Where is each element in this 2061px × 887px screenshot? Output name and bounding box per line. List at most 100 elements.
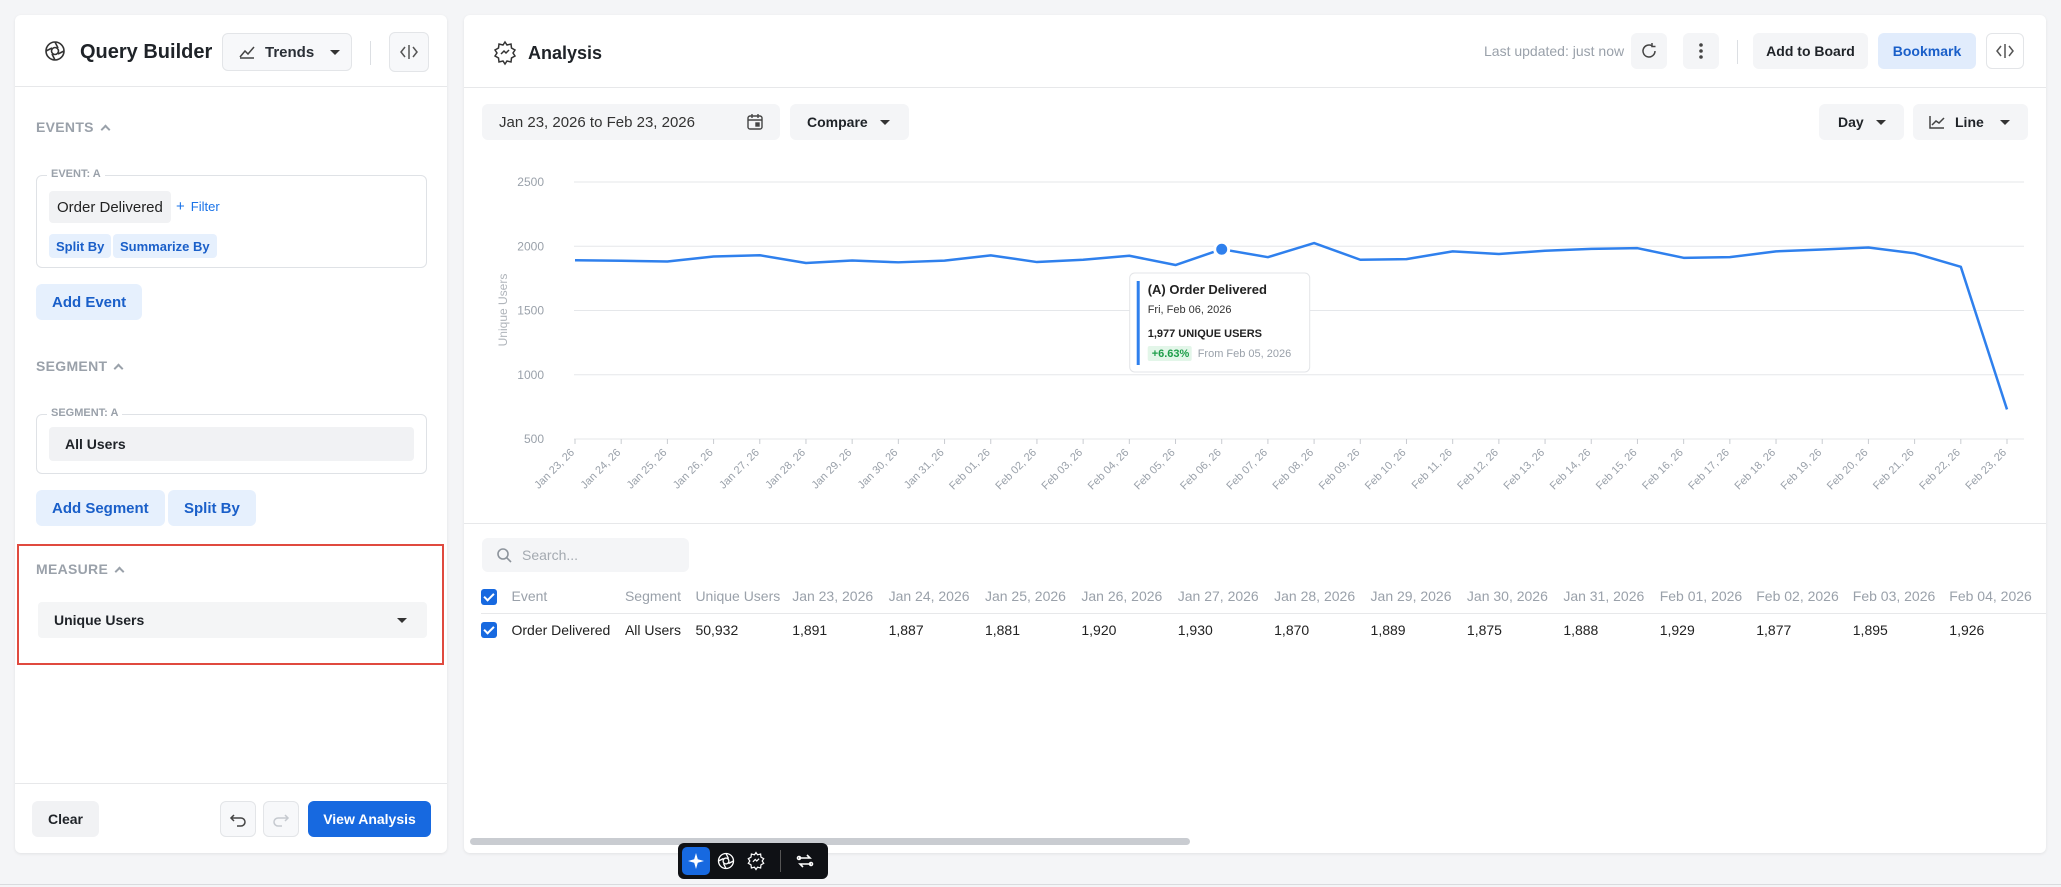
measure-dropdown[interactable]: Unique Users [38, 602, 427, 638]
redo-button[interactable] [263, 801, 299, 837]
data-point[interactable] [1308, 237, 1320, 249]
interval-dropdown[interactable]: Day [1819, 104, 1904, 140]
data-point[interactable] [939, 255, 951, 267]
clear-button[interactable]: Clear [32, 801, 99, 837]
column-header[interactable]: Unique Users [695, 580, 793, 614]
add-segment-button[interactable]: Add Segment [36, 490, 165, 526]
data-point[interactable] [708, 251, 720, 263]
y-axis-label: Unique Users [496, 274, 510, 347]
column-header[interactable]: Feb 04, 2026 [1949, 580, 2046, 614]
summarize-by-chip[interactable]: Summarize By [113, 234, 217, 258]
highlighted-data-point[interactable] [1213, 240, 1231, 258]
data-point[interactable] [1354, 254, 1366, 266]
select-all-checkbox[interactable] [481, 588, 497, 605]
date-range-picker[interactable]: Jan 23, 2026 to Feb 23, 2026 [482, 104, 780, 140]
column-header[interactable]: Jan 28, 2026 [1274, 580, 1371, 614]
event-card-tag: EVENT: A [47, 168, 105, 180]
horizontal-scrollbar[interactable] [470, 838, 1190, 845]
data-point[interactable] [661, 256, 673, 268]
chart-type-dropdown[interactable]: Line [1913, 104, 2028, 140]
row-checkbox[interactable] [481, 622, 497, 639]
tooltip-value: 1,977 UNIQUE USERS [1148, 328, 1262, 340]
data-point[interactable] [1077, 254, 1089, 266]
data-point[interactable] [846, 255, 858, 267]
measure-section-toggle[interactable]: MEASURE [36, 561, 125, 577]
data-point[interactable] [1678, 252, 1690, 264]
collapse-panel-button[interactable] [389, 32, 429, 72]
data-point[interactable] [800, 257, 812, 269]
column-header[interactable]: Event [511, 580, 625, 614]
chevron-up-icon [113, 363, 124, 373]
column-header[interactable]: Feb 03, 2026 [1852, 580, 1950, 614]
event-name-selector[interactable]: Order Delivered [49, 191, 171, 223]
data-point[interactable] [1631, 242, 1643, 254]
data-point[interactable] [1262, 251, 1274, 263]
page-bottom-border [0, 884, 2061, 885]
column-header[interactable]: Feb 02, 2026 [1756, 580, 1853, 614]
add-filter-link[interactable]: + Filter [176, 198, 220, 215]
column-header[interactable]: Jan 31, 2026 [1563, 580, 1660, 614]
segment-selector[interactable]: All Users [49, 427, 414, 461]
data-point[interactable] [1955, 261, 1967, 273]
segment-section-toggle[interactable]: SEGMENT [36, 358, 124, 374]
analysis-tool-button[interactable] [742, 847, 770, 875]
data-point[interactable] [754, 249, 766, 261]
data-point[interactable] [1862, 242, 1874, 254]
table-cell: 1,870 [1274, 621, 1310, 638]
column-header[interactable]: Jan 26, 2026 [1081, 580, 1178, 614]
table-header-row: Event Segment Unique Users Jan 23, 2026 Jan … [481, 580, 2046, 614]
data-point[interactable] [1400, 253, 1412, 265]
refresh-icon [1642, 43, 1656, 58]
data-point[interactable] [985, 249, 997, 261]
column-header[interactable]: Jan 30, 2026 [1466, 580, 1564, 614]
tooltip-title: (A) Order Delivered [1148, 282, 1267, 297]
column-header[interactable]: Segment [624, 580, 696, 614]
refresh-button[interactable] [1631, 33, 1667, 69]
data-point[interactable] [892, 256, 904, 268]
data-point[interactable] [569, 254, 581, 266]
data-point[interactable] [1724, 251, 1736, 263]
add-to-board-button[interactable]: Add to Board [1753, 33, 1868, 69]
undo-button[interactable] [220, 801, 256, 837]
data-point[interactable] [2001, 403, 2013, 415]
ai-assist-button[interactable] [682, 847, 710, 875]
table-search-input[interactable]: Search... [482, 538, 689, 572]
data-point[interactable] [1031, 256, 1043, 268]
x-tick-label: Feb 12, 26 [1455, 447, 1501, 493]
column-header[interactable]: Jan 23, 2026 [792, 580, 889, 614]
data-point[interactable] [1909, 247, 1921, 259]
column-header[interactable]: Jan 27, 2026 [1177, 580, 1275, 614]
swap-layout-button[interactable] [791, 847, 819, 875]
data-point[interactable] [1770, 245, 1782, 257]
events-section-toggle[interactable]: EVENTS [36, 119, 111, 135]
table-cell: 1,875 [1466, 621, 1502, 638]
header-divider [370, 41, 371, 65]
x-tick-label: Feb 02, 26 [993, 447, 1039, 493]
bookmark-button[interactable]: Bookmark [1878, 33, 1976, 69]
data-point[interactable] [1123, 250, 1135, 262]
column-header[interactable]: Feb 01, 2026 [1659, 580, 1757, 614]
column-header[interactable]: Jan 29, 2026 [1370, 580, 1467, 614]
data-point[interactable] [1493, 248, 1505, 260]
trends-dropdown[interactable]: Trends [222, 33, 352, 71]
segment-split-by-button[interactable]: Split By [168, 490, 256, 526]
more-options-button[interactable] [1683, 33, 1719, 69]
data-point[interactable] [1170, 259, 1182, 271]
split-by-chip[interactable]: Split By [49, 234, 112, 258]
query-builder-tool-button[interactable] [712, 847, 740, 875]
data-point[interactable] [1585, 243, 1597, 255]
column-header[interactable]: Jan 24, 2026 [888, 580, 985, 614]
x-tick-label: Jan 25, 26 [625, 447, 670, 492]
column-header[interactable]: Jan 25, 2026 [984, 580, 1082, 614]
code-collapse-icon [400, 45, 418, 59]
view-analysis-button[interactable]: View Analysis [308, 801, 431, 837]
compare-dropdown[interactable]: Compare [790, 104, 909, 140]
data-point[interactable] [1816, 243, 1828, 255]
add-event-button[interactable]: Add Event [36, 284, 143, 320]
data-point[interactable] [1447, 245, 1459, 257]
data-point[interactable] [1539, 245, 1551, 257]
expand-panel-button[interactable] [1986, 33, 2024, 69]
query-builder-logo-icon [45, 41, 65, 61]
calendar-icon [747, 114, 763, 130]
data-point[interactable] [615, 255, 627, 267]
